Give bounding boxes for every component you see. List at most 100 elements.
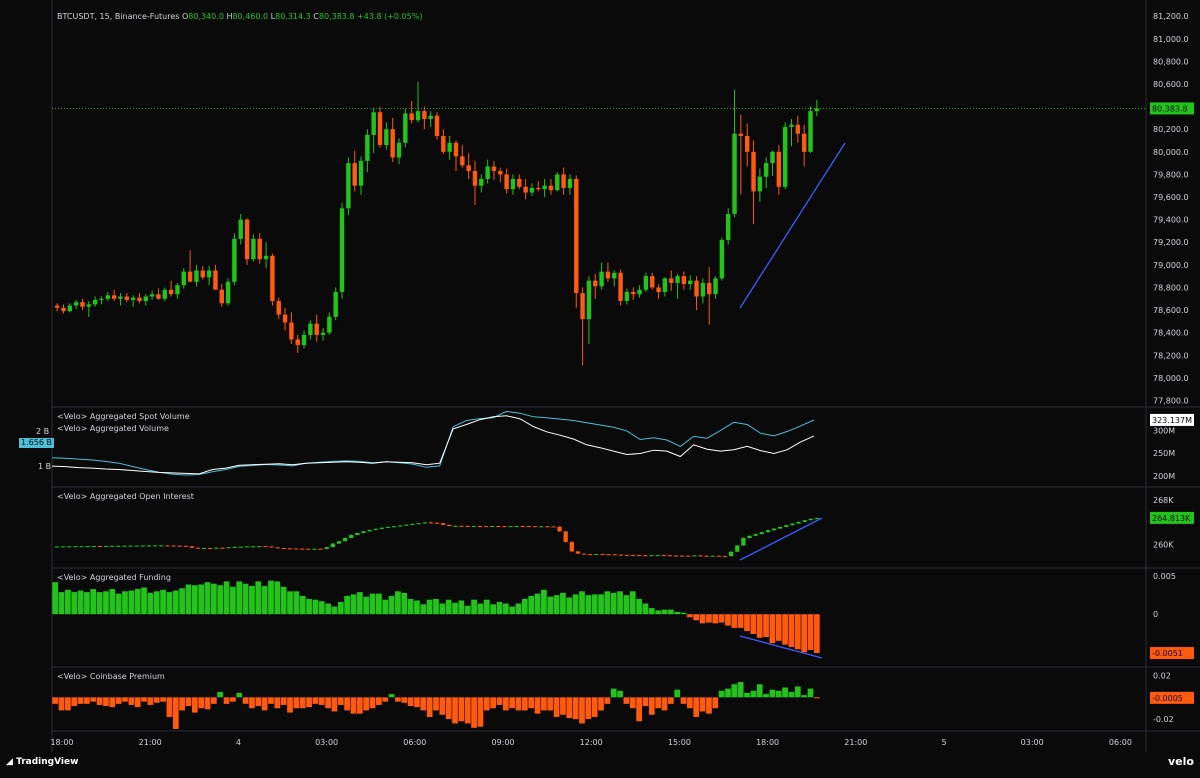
oi-candle: [545, 526, 550, 528]
oi-candle: [624, 554, 630, 556]
funding-title[interactable]: <Velo> Aggregated Funding: [57, 573, 171, 582]
oi-candle: [263, 546, 268, 548]
premium-bar: [109, 697, 116, 708]
oi-candle: [220, 547, 225, 549]
oi-candle: [606, 554, 611, 556]
volume-axis-tick: 250M: [1153, 449, 1175, 458]
premium-bar: [712, 697, 719, 709]
oi-candle: [710, 555, 715, 557]
funding-bar: [623, 595, 630, 615]
premium-bar: [731, 684, 738, 698]
premium-bar: [528, 697, 535, 709]
price-axis-tick: 80,800.0: [1153, 57, 1189, 66]
price-candle: [808, 111, 813, 152]
oi-candle: [251, 546, 256, 548]
volume-axis-tick: 300M: [1153, 426, 1175, 435]
premium-bar: [718, 690, 725, 698]
price-candle: [92, 299, 98, 305]
oi-candle: [784, 525, 789, 527]
premium-bar: [541, 697, 547, 711]
oi-candle: [796, 521, 801, 524]
price-candle: [713, 278, 718, 295]
funding-bar: [794, 614, 801, 650]
oi-candle: [281, 548, 286, 550]
funding-bar: [452, 602, 458, 615]
premium-bar: [376, 697, 382, 705]
premium-bar: [801, 695, 808, 698]
price-candle: [263, 255, 269, 260]
funding-bar: [655, 610, 662, 615]
price-candle: [738, 133, 744, 136]
price-candle: [124, 296, 130, 300]
oi-candle: [318, 548, 323, 550]
premium-bar: [134, 697, 141, 708]
open-interest-title[interactable]: <Velo> Aggregated Open Interest: [57, 492, 194, 501]
premium-bar: [490, 697, 496, 709]
funding-bar: [147, 592, 154, 615]
aggregated-volume-title[interactable]: <Velo> Aggregated Volume: [57, 424, 169, 433]
premium-bar: [388, 694, 395, 698]
price-candle: [725, 213, 731, 240]
price-axis-tick: 81,000.0: [1153, 35, 1189, 44]
price-axis-tick: 77,800.0: [1153, 396, 1189, 405]
oi-candle: [588, 554, 593, 556]
price-axis-tick: 78,000.0: [1153, 374, 1189, 383]
oi-candle: [790, 523, 795, 526]
funding-bar: [115, 593, 122, 615]
premium-bar: [661, 697, 668, 711]
funding-bar: [52, 582, 59, 615]
premium-bar: [439, 697, 446, 715]
premium-bar: [547, 697, 554, 711]
funding-bar: [407, 598, 414, 615]
funding-bar: [788, 614, 795, 647]
oi-candle: [214, 547, 219, 549]
price-candle: [149, 294, 155, 297]
symbol-title[interactable]: BTCUSDT, 15, Binance-Futures: [57, 12, 180, 21]
funding-bar: [242, 583, 249, 615]
funding-trend-line: [739, 635, 823, 659]
funding-axis-tick: 0.005: [1153, 572, 1176, 581]
funding-bar: [617, 591, 623, 615]
price-candle: [251, 238, 256, 260]
coinbase-premium-title[interactable]: <Velo> Coinbase Premium: [57, 672, 165, 681]
price-candle: [80, 302, 85, 307]
oi-candle: [201, 548, 207, 550]
price-candle: [814, 108, 820, 112]
oi-candle: [477, 526, 483, 528]
spot-volume-title[interactable]: <Velo> Aggregated Spot Volume: [57, 412, 190, 421]
volume-axis-tick: 200M: [1153, 472, 1175, 481]
price-candle: [460, 156, 465, 166]
premium-bar: [699, 697, 706, 712]
tradingview-logo[interactable]: ◢ TradingView: [6, 757, 78, 767]
price-axis-tick: 79,200.0: [1153, 238, 1189, 247]
price-candle: [358, 160, 364, 186]
oi-candle: [306, 548, 311, 550]
premium-bar: [807, 688, 814, 698]
price-candle: [719, 239, 725, 279]
oi-candle: [778, 526, 783, 529]
premium-bar: [64, 697, 71, 711]
price-trend-line: [739, 142, 846, 309]
change-value: +43.8 (+0.05%): [357, 12, 423, 21]
funding-bar: [71, 592, 78, 615]
premium-bar: [458, 697, 465, 722]
oi-candle: [594, 554, 599, 556]
funding-bar: [109, 589, 116, 615]
funding-bar: [217, 585, 224, 615]
oi-candle: [600, 554, 605, 556]
oi-candle: [287, 548, 293, 550]
tradingview-logo-icon: ◢: [6, 757, 13, 767]
price-candle: [447, 142, 452, 152]
premium-bar: [788, 691, 795, 698]
price-candle: [308, 323, 313, 335]
oi-candle: [637, 555, 642, 557]
price-axis-tick: 80,600.0: [1153, 80, 1189, 89]
price-candle: [61, 307, 66, 312]
oi-candle: [189, 546, 195, 548]
funding-bar: [356, 592, 363, 615]
oi-candle: [471, 526, 476, 528]
oi-candle: [759, 532, 764, 535]
funding-bar: [337, 602, 344, 615]
